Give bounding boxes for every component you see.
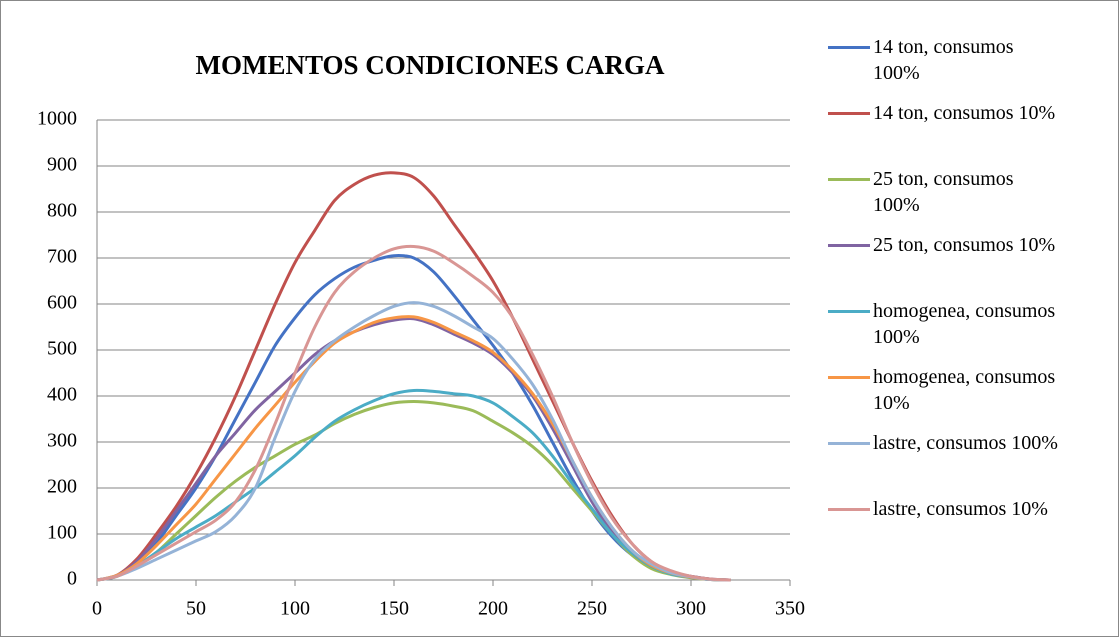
legend-label: homogenea, consumos 10% bbox=[873, 366, 1056, 414]
series-line bbox=[96, 301, 731, 582]
legend-swatch bbox=[828, 244, 870, 247]
x-tick-label: 350 bbox=[775, 598, 805, 620]
y-tick-label: 700 bbox=[47, 246, 77, 268]
y-tick-label: 100 bbox=[47, 522, 77, 544]
legend-label: lastre, consumos 10% bbox=[873, 498, 1048, 520]
x-tick-label: 250 bbox=[577, 598, 607, 620]
legend-swatch bbox=[828, 442, 870, 445]
y-tick-label: 200 bbox=[47, 476, 77, 498]
x-tick-label: 100 bbox=[280, 598, 310, 620]
legend-swatch bbox=[828, 310, 870, 313]
x-tick-label: 300 bbox=[676, 598, 706, 620]
y-tick-label: 600 bbox=[47, 292, 77, 314]
legend-label: lastre, consumos 100% bbox=[873, 432, 1058, 454]
y-tick-label: 500 bbox=[47, 338, 77, 360]
y-tick-label: 0 bbox=[67, 568, 77, 590]
legend-swatch bbox=[828, 178, 870, 181]
x-tick-label: 50 bbox=[186, 598, 206, 620]
y-tick-label: 400 bbox=[47, 384, 77, 406]
series-line bbox=[96, 388, 731, 582]
legend-swatch bbox=[828, 508, 870, 511]
x-tick-label: 150 bbox=[379, 598, 409, 620]
legend-swatch bbox=[828, 376, 870, 379]
legend-label: 14 ton, consumos 10% bbox=[873, 102, 1056, 124]
y-tick-label: 1000 bbox=[37, 108, 77, 130]
chart-title: MOMENTOS CONDICIONES CARGA bbox=[195, 50, 665, 80]
legend-label: 25 ton, consumos 100% bbox=[873, 168, 1014, 216]
legend-swatch bbox=[828, 112, 870, 115]
x-tick-label: 200 bbox=[478, 598, 508, 620]
legend-label: 14 ton, consumos 100% bbox=[873, 36, 1014, 84]
y-tick-label: 300 bbox=[47, 430, 77, 452]
y-tick-label: 800 bbox=[47, 200, 77, 222]
legend-label: 25 ton, consumos 10% bbox=[873, 234, 1056, 256]
series-line bbox=[96, 244, 731, 582]
x-tick-label: 0 bbox=[92, 598, 102, 620]
y-tick-label: 900 bbox=[47, 154, 77, 176]
legend-label: homogenea, consumos 100% bbox=[873, 300, 1056, 348]
legend-swatch bbox=[828, 46, 870, 49]
